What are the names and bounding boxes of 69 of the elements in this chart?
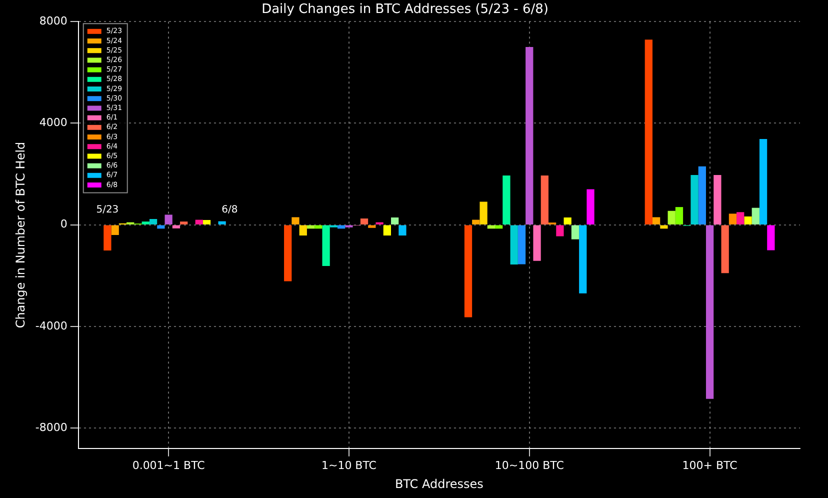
bar	[728, 214, 737, 224]
y-axis-title: Change in Number of BTC Held	[13, 142, 28, 328]
bar	[111, 225, 119, 235]
x-tick-label: 100+ BTC	[682, 458, 738, 472]
bar	[579, 225, 587, 294]
bar	[172, 225, 180, 228]
bar	[164, 214, 172, 224]
bar	[744, 216, 752, 224]
bar	[284, 225, 292, 282]
bar	[540, 176, 548, 224]
bar	[510, 225, 518, 264]
bar	[495, 225, 503, 229]
x-tick-label: 10~100 BTC	[494, 458, 564, 472]
bar	[518, 225, 526, 264]
bar	[706, 225, 714, 399]
bar	[306, 225, 315, 229]
bar	[314, 225, 322, 229]
x-tick-label: 1~10 BTC	[321, 458, 377, 472]
bar	[472, 220, 480, 224]
bar	[487, 225, 496, 229]
bar	[690, 175, 698, 224]
bar	[644, 40, 652, 224]
x-tick-label: 0.001~1 BTC	[132, 458, 206, 472]
bar	[714, 175, 722, 224]
bar	[299, 225, 307, 236]
bar	[533, 225, 541, 261]
bar	[195, 220, 203, 224]
bar	[759, 138, 768, 224]
x-axis-title: BTC Addresses	[394, 476, 484, 491]
bar	[480, 202, 488, 224]
bar	[218, 221, 226, 224]
bar	[202, 220, 211, 224]
bar	[398, 225, 406, 236]
bar	[104, 225, 112, 250]
bar	[736, 212, 744, 224]
bar	[292, 217, 300, 224]
bar	[149, 218, 158, 224]
y-tick-label: 0	[60, 218, 68, 231]
bar	[564, 217, 572, 224]
bar	[142, 222, 150, 224]
bar	[767, 225, 775, 250]
bar	[526, 47, 534, 224]
bar	[157, 225, 165, 229]
bar	[338, 225, 346, 229]
bar	[322, 225, 330, 266]
y-tick-label: -4000	[35, 319, 68, 332]
annotation: 6/8	[222, 204, 238, 216]
chart-title: Daily Changes in BTC Addresses (5/23 - 6/8)	[262, 2, 548, 18]
bar	[668, 210, 676, 224]
bar	[752, 208, 760, 224]
y-tick-label: 8000	[39, 14, 68, 28]
bar	[698, 166, 706, 224]
bar	[180, 222, 188, 224]
bar	[586, 189, 594, 224]
bar	[721, 225, 729, 274]
bar	[368, 225, 376, 228]
bar	[652, 217, 660, 224]
bar	[502, 176, 510, 224]
y-tick-label: 4000	[39, 116, 68, 130]
annotation: 5/23	[96, 204, 119, 216]
bar	[675, 207, 684, 224]
bar	[556, 225, 564, 236]
bar	[391, 217, 399, 224]
bar	[360, 218, 368, 224]
bar	[660, 225, 668, 229]
bar	[383, 225, 391, 236]
bar	[571, 225, 580, 240]
y-tick-label: -8000	[35, 420, 68, 434]
bar	[464, 225, 472, 318]
